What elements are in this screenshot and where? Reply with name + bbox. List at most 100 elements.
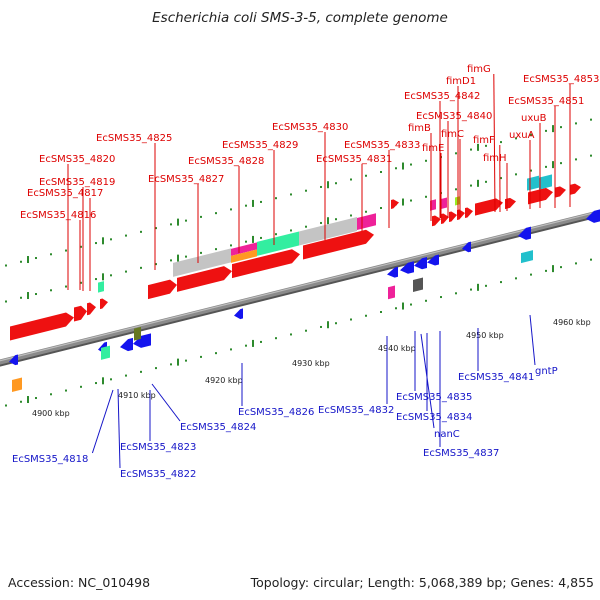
gene-forward-gene — [232, 249, 300, 279]
bottom-gene-label: EcSMS35_4824 — [180, 422, 256, 433]
gene-forward-gene — [74, 305, 87, 322]
top-gene-label: fimB — [408, 123, 431, 134]
gene-pink-feature — [231, 242, 257, 256]
gene-aqua-feature — [257, 231, 299, 256]
kbp-label: 4920 kbp — [205, 376, 243, 385]
gene-forward-gene — [100, 298, 108, 310]
top-gene-label: EcSMS35_4851 — [508, 96, 584, 107]
bottom-gene-label: EcSMS35_4841 — [458, 372, 534, 383]
kbp-label: 4910 kbp — [118, 391, 156, 400]
bottom-label-leader — [151, 383, 181, 422]
bottom-gene-label: EcSMS35_4818 — [12, 454, 88, 465]
gene-cyan-feature — [539, 174, 552, 190]
genome-summary-text: Topology: circular; Length: 5,068,389 bp… — [250, 575, 594, 590]
top-gene-label: fimH — [483, 153, 507, 164]
top-gene-label: EcSMS35_4830 — [272, 122, 348, 133]
gene-forward-gene — [87, 302, 96, 316]
bottom-gene-label: EcSMS35_4823 — [120, 442, 196, 453]
top-gene-label: EcSMS35_4828 — [188, 156, 264, 167]
bottom-gene-label: EcSMS35_4835 — [396, 392, 472, 403]
top-gene-label: uxuA — [509, 130, 535, 141]
gene-forward-gene — [475, 198, 503, 216]
gene-grey-feature — [173, 248, 231, 277]
gene-orange-feature — [12, 377, 22, 393]
bottom-gene-label: EcSMS35_4826 — [238, 407, 314, 418]
gene-cyan-feature — [527, 175, 539, 191]
top-gene-label: fimE — [422, 143, 444, 154]
gene-forward-gene — [449, 211, 457, 223]
top-gene-label: fimF — [473, 135, 495, 146]
gene-reverse-gene — [462, 241, 471, 253]
gene-reverse-gene — [586, 209, 600, 223]
top-gene-label: EcSMS35_4842 — [404, 91, 480, 102]
top-gene-label: EcSMS35_4840 — [416, 111, 492, 122]
gene-reverse-gene — [133, 333, 151, 348]
gene-forward-gene — [432, 215, 441, 227]
top-gene-label: uxuB — [521, 113, 547, 124]
kbp-label: 4900 kbp — [32, 409, 70, 418]
top-gene-label: EcSMS35_4819 — [39, 177, 115, 188]
gene-cyan-feature — [521, 250, 533, 264]
top-gene-label: EcSMS35_4820 — [39, 154, 115, 165]
top-gene-label: EcSMS35_4825 — [96, 133, 172, 144]
bottom-gene-label: gntP — [535, 366, 558, 377]
gene-aqua-feature — [101, 345, 110, 360]
gene-forward-gene — [505, 197, 516, 210]
gene-forward-gene — [177, 266, 232, 292]
kbp-label: 4950 kbp — [466, 331, 504, 340]
gene-reverse-gene — [414, 257, 427, 270]
gene-forward-gene — [10, 312, 74, 341]
gene-forward-gene — [457, 209, 465, 221]
kbp-label: 4940 kbp — [378, 344, 416, 353]
kbp-label: 4960 kbp — [553, 318, 591, 327]
gene-reverse-gene — [387, 266, 398, 278]
gene-orange-feature — [231, 249, 257, 263]
gene-pink-feature — [388, 285, 395, 300]
top-gene-label: EcSMS35_4853 — [523, 74, 599, 85]
top-gene-label: EcSMS35_4829 — [222, 140, 298, 151]
gene-pink-feature — [357, 213, 376, 230]
top-gene-label: EcSMS35_4831 — [316, 154, 392, 165]
gene-reverse-gene — [9, 354, 18, 366]
gene-reverse-gene — [234, 308, 243, 320]
top-gene-label: EcSMS35_4817 — [27, 188, 103, 199]
top-gene-label: EcSMS35_4833 — [344, 140, 420, 151]
bottom-gene-label: EcSMS35_4832 — [318, 405, 394, 416]
bottom-gene-label: EcSMS35_4834 — [396, 412, 472, 423]
gene-grey-feature — [299, 216, 357, 246]
gene-forward-gene — [441, 213, 449, 225]
gene-reverse-gene — [427, 254, 439, 266]
top-gene-label: fimC — [441, 129, 464, 140]
genome-axis — [0, 209, 600, 365]
gene-forward-gene — [391, 199, 399, 210]
accession-text: Accession: NC_010498 — [8, 575, 151, 590]
top-gene-label: fimD1 — [446, 76, 476, 87]
top-gene-label: EcSMS35_4827 — [148, 174, 224, 185]
gene-forward-gene — [148, 279, 177, 300]
top-gene-label: EcSMS35_4816 — [20, 210, 96, 221]
gene-reverse-gene — [120, 337, 133, 352]
bottom-label-leader — [91, 389, 114, 454]
genome-title: Escherichia coli SMS-3-5, complete genom… — [152, 10, 448, 26]
bottom-gene-label: EcSMS35_4822 — [120, 469, 196, 480]
bottom-gene-label: EcSMS35_4837 — [423, 448, 499, 459]
bottom-label-leader — [420, 333, 435, 429]
gene-dark-feature — [413, 277, 423, 293]
gene-reverse-gene — [400, 261, 414, 274]
gene-pink-feature — [441, 197, 447, 210]
gene-forward-gene — [465, 207, 473, 219]
bottom-gene-label: nanC — [434, 429, 460, 440]
genome-axis-highlight — [0, 210, 600, 362]
gene-forward-gene — [570, 183, 581, 195]
gene-forward-gene — [555, 186, 566, 198]
gene-aqua-feature — [98, 281, 104, 293]
top-label-leader — [493, 73, 496, 213]
gene-olive-feature — [134, 326, 141, 341]
bottom-label-leader — [117, 388, 121, 469]
bottom-label-leader — [529, 314, 536, 366]
gene-reverse-gene — [518, 226, 531, 240]
top-gene-label: fimG — [467, 64, 491, 75]
gene-forward-gene — [303, 229, 374, 260]
